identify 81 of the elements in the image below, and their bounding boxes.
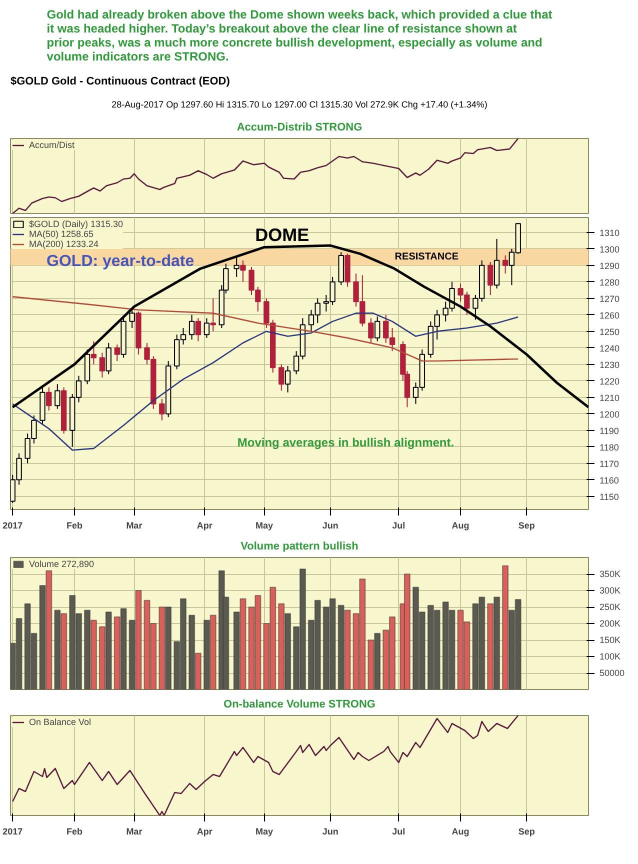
y-tick-label: 1270 xyxy=(600,294,620,304)
candlestick xyxy=(195,318,202,342)
candlestick xyxy=(129,308,135,329)
x-tick-label: Jul xyxy=(392,826,406,836)
chart-subtitle: $GOLD Gold - Continuous Contract (EOD) xyxy=(10,76,230,88)
line-series xyxy=(12,312,519,451)
y-tick-label: 1260 xyxy=(600,310,620,320)
x-tick-label: Apr xyxy=(196,826,213,836)
annotation: Moving averages in bullish alignment. xyxy=(237,435,454,450)
x-tick-label: May xyxy=(256,826,274,836)
line-series xyxy=(12,296,519,362)
candlestick xyxy=(90,340,97,365)
y-tick-label: 1200 xyxy=(600,409,620,420)
x-tick-label: May xyxy=(256,520,274,530)
y-tick-label: 1240 xyxy=(600,343,620,354)
y-tick-label: 350K xyxy=(600,569,621,579)
y-tick-label: 1290 xyxy=(600,260,620,271)
candlestick xyxy=(278,364,284,392)
candlestick xyxy=(46,386,52,412)
legend-label: On Balance Vol xyxy=(29,717,92,727)
candlestick xyxy=(368,318,374,344)
candlestick xyxy=(54,384,60,410)
candlestick xyxy=(99,352,106,378)
y-tick-label: 1280 xyxy=(600,277,620,288)
text: Accum-Distrib STRONG xyxy=(236,122,362,134)
y-tick-label: 1210 xyxy=(600,392,620,403)
x-tick-label: 2017 xyxy=(2,520,23,530)
x-tick-label: Jun xyxy=(322,520,338,530)
legend-label: MA(50) 1258.65 xyxy=(29,229,94,239)
y-tick-label: 1300 xyxy=(600,244,620,254)
y-tick-label: 1220 xyxy=(600,376,620,386)
candlestick xyxy=(284,365,291,393)
x-tick-label: Feb xyxy=(66,520,83,530)
x-tick-label: Mar xyxy=(126,520,143,530)
y-tick-label: 250K xyxy=(600,602,621,612)
x-tick-label: Jun xyxy=(322,826,338,836)
band-label: RESISTANCE xyxy=(394,252,459,263)
y-tick-label: 1250 xyxy=(600,326,620,337)
candlestick xyxy=(106,342,112,375)
x-tick-label: Jul xyxy=(392,520,406,530)
y-tick-label: 150K xyxy=(600,635,621,645)
y-tick-label: 1310 xyxy=(600,228,620,238)
legend-label: Volume 272,890 xyxy=(29,559,94,569)
x-tick-label: Aug xyxy=(452,520,470,530)
candlestick xyxy=(188,314,195,340)
x-tick-label: 2017 xyxy=(2,826,23,836)
text: On-balance Volume STRONG xyxy=(224,698,376,710)
candlestick xyxy=(114,344,120,362)
x-tick-label: Apr xyxy=(196,520,213,530)
x-tick-label: Sep xyxy=(518,520,536,530)
annotation: GOLD: year-to-date xyxy=(46,252,194,270)
y-tick-label: 1190 xyxy=(600,426,619,436)
chart-title: Gold had already broken above the Dome shown weeks back, which provided a clue that it was headed higher. Today’s breakout above the clear line of resistance shown at prior peaks, was a much more concrete bullish development, especially as volume and volume indicators are STRONG. xyxy=(46,8,552,64)
y-tick-label: 1160 xyxy=(600,475,619,486)
candlestick xyxy=(234,256,240,278)
candlestick xyxy=(488,262,494,296)
y-tick-label: 200K xyxy=(600,618,621,628)
text: Volume pattern bullish xyxy=(240,540,359,552)
legend-label: $GOLD (Daily) 1315.30 xyxy=(29,219,124,229)
candlestick xyxy=(374,316,380,342)
bar xyxy=(404,574,410,690)
candlestick xyxy=(204,318,210,338)
legend-label: MA(200) 1233.24 xyxy=(29,239,99,249)
candlestick xyxy=(210,298,216,332)
x-tick-label: Sep xyxy=(518,826,536,836)
y-tick-label: 1170 xyxy=(600,458,619,469)
y-tick-label: 50000 xyxy=(600,668,625,678)
y-tick-label: 1230 xyxy=(600,360,620,370)
candlestick xyxy=(240,260,246,282)
annotation: DOME xyxy=(255,225,310,246)
y-tick-label: 300K xyxy=(600,586,621,596)
candlestick xyxy=(502,254,508,274)
x-tick-label: Feb xyxy=(66,826,83,836)
text: 28-Aug-2017 Op 1297.60 Hi 1315.70 Lo 1297.00 Cl 1315.30 Vol 272.9K Chg +17.40 (+1.34%) xyxy=(112,100,488,110)
y-tick-label: 100K xyxy=(600,652,621,662)
legend-label: Accum/Dist xyxy=(29,140,75,150)
y-tick-label: 1180 xyxy=(600,442,619,452)
y-tick-label: 1150 xyxy=(600,492,619,502)
x-tick-label: Aug xyxy=(452,826,470,836)
x-tick-label: Mar xyxy=(126,826,143,836)
candlestick xyxy=(159,398,165,421)
